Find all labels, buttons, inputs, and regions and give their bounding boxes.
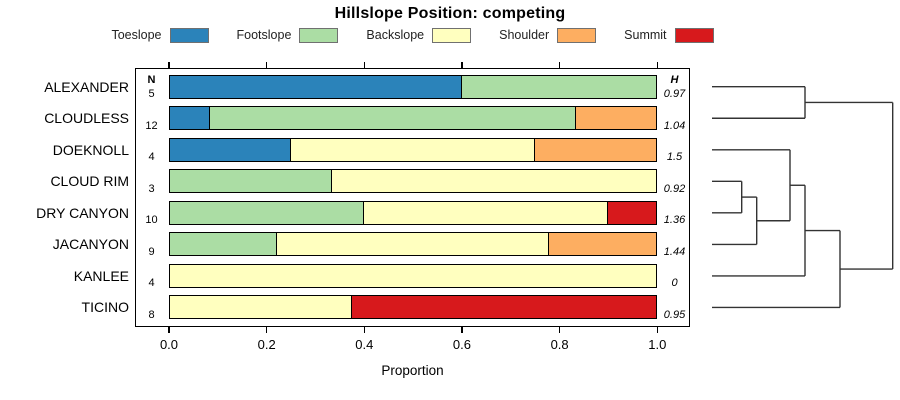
bar-row <box>169 263 658 288</box>
x-axis-tick-label: 0.2 <box>257 337 276 352</box>
legend-item-toeslope: Toeslope <box>111 27 209 43</box>
row-label: ALEXANDER <box>44 78 129 95</box>
row-label: CLOUDLESS <box>44 110 129 127</box>
bar-row <box>169 137 658 162</box>
bar-row <box>169 169 658 194</box>
bar-segment-backslope <box>169 295 353 320</box>
bar-row <box>169 106 658 131</box>
legend-item-backslope: Backslope <box>366 27 472 43</box>
n-value: 12 <box>145 119 158 132</box>
row-label: KANLEE <box>73 267 129 284</box>
bar-segment-footslope <box>169 232 278 257</box>
x-axis-label: Proportion <box>381 363 444 378</box>
legend-item-footslope: Footslope <box>236 27 339 43</box>
n-column-header: N <box>147 74 156 87</box>
x-axis-tick-label: 0.6 <box>452 337 471 352</box>
x-axis-tick <box>558 62 561 68</box>
n-value: 5 <box>148 88 155 101</box>
legend-label: Summit <box>624 28 667 42</box>
dendrogram-svg <box>712 85 894 309</box>
bar-segment-toeslope <box>169 74 462 99</box>
x-axis-tick <box>363 327 366 333</box>
x-axis-tick <box>461 327 463 333</box>
x-axis-tick <box>558 327 561 333</box>
bar-segment-shoulder <box>535 137 658 162</box>
bar-segment-backslope <box>364 200 609 225</box>
bar-segment-toeslope <box>169 137 292 162</box>
h-value: 0.97 <box>663 88 686 101</box>
x-axis-tick <box>363 62 366 68</box>
bar-segment-summit <box>608 200 658 225</box>
bar-segment-footslope <box>209 106 576 131</box>
legend-label: Toeslope <box>111 28 162 42</box>
n-value: 4 <box>148 151 155 164</box>
legend-swatch-icon <box>557 27 597 43</box>
x-axis-tick-label: 1.0 <box>648 337 667 352</box>
legend-item-summit: Summit <box>624 27 714 43</box>
legend-item-shoulder: Shoulder <box>499 27 597 43</box>
x-axis-tick-label: 0.0 <box>159 337 179 352</box>
legend-swatch-icon <box>169 27 209 43</box>
legend: Toeslope Footslope Backslope Shoulder Summit <box>0 26 825 44</box>
h-value: 1.44 <box>663 245 686 258</box>
x-axis-tick <box>168 327 170 333</box>
x-axis-tick-label: 0.8 <box>550 337 569 352</box>
bar-segment-shoulder <box>548 232 658 257</box>
bar-segment-footslope <box>169 169 332 194</box>
x-axis-tick <box>265 62 268 68</box>
bar-segment-footslope <box>461 74 658 99</box>
legend-label: Backslope <box>366 28 425 42</box>
row-label: CLOUD RIM <box>50 173 129 190</box>
row-label: TICINO <box>81 299 129 316</box>
n-value: 10 <box>145 214 158 227</box>
legend-swatch-icon <box>432 27 472 43</box>
n-value: 9 <box>148 245 155 258</box>
h-value: 0.95 <box>663 308 686 321</box>
h-value: 0 <box>671 277 678 290</box>
h-value: 0.92 <box>663 182 686 195</box>
h-value: 1.04 <box>663 119 686 132</box>
bar-segment-backslope <box>291 137 536 162</box>
bar-row <box>169 200 658 225</box>
x-axis-tick <box>168 62 170 68</box>
x-axis-tick <box>656 327 659 333</box>
x-axis-tick <box>265 327 268 333</box>
bar-row <box>169 74 658 99</box>
row-label: JACANYON <box>52 236 129 253</box>
bar-segment-shoulder <box>575 106 658 131</box>
n-value: 8 <box>148 308 155 321</box>
bar-row <box>169 295 658 320</box>
legend-label: Footslope <box>236 28 292 42</box>
bar-segment-backslope <box>331 169 658 194</box>
bar-segment-backslope <box>169 263 658 288</box>
bar-segment-summit <box>352 295 658 320</box>
legend-swatch-icon <box>674 27 714 43</box>
h-value: 1.5 <box>666 151 683 164</box>
legend-label: Shoulder <box>499 28 550 42</box>
bar-segment-footslope <box>169 200 365 225</box>
legend-swatch-icon <box>299 27 339 43</box>
bar-segment-toeslope <box>169 106 210 131</box>
h-column-header: H <box>670 74 679 87</box>
bar-row <box>169 232 658 257</box>
row-label: DRY CANYON <box>36 204 129 221</box>
x-axis-tick-label: 0.4 <box>355 337 374 352</box>
x-axis-tick <box>656 62 659 68</box>
chart-title: Hillslope Position: competing <box>334 5 566 22</box>
x-axis-tick <box>461 62 463 68</box>
h-value: 1.36 <box>663 214 686 227</box>
n-value: 3 <box>148 182 155 195</box>
n-value: 4 <box>148 277 155 290</box>
bar-segment-backslope <box>277 232 549 257</box>
row-label: DOEKNOLL <box>52 141 129 158</box>
